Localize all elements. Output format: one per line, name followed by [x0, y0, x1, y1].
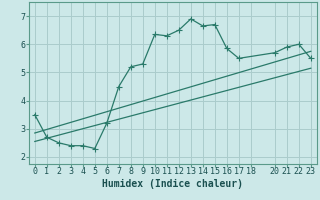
X-axis label: Humidex (Indice chaleur): Humidex (Indice chaleur) — [102, 179, 243, 189]
